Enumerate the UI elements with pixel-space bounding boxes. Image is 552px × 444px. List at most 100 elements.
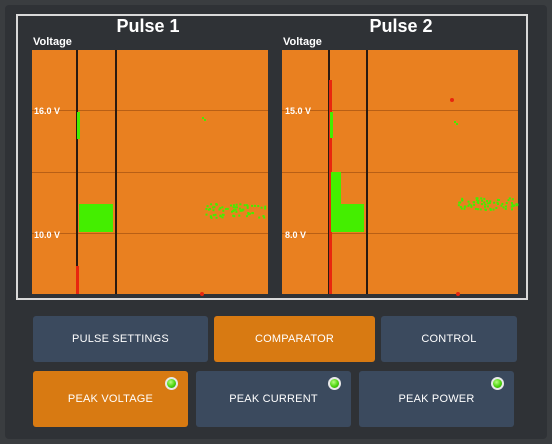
peak-current-button[interactable]: PEAK CURRENT <box>196 371 351 427</box>
pulse2-noise-dot <box>497 199 500 202</box>
pulse1-noise-dot <box>206 205 209 208</box>
peak-current-led-icon <box>328 377 341 390</box>
pulse2-trace-step <box>331 172 341 232</box>
pulse2-noise-dot <box>477 199 480 202</box>
pulse1-noise-dot <box>239 203 242 206</box>
pulse2-noise-dot <box>493 201 496 204</box>
pulse1-trace-block <box>79 204 113 232</box>
pulse2-gridline-lower <box>282 233 518 234</box>
pulse1-noise-dot <box>202 117 204 119</box>
pulse2-noise-dot <box>489 208 492 211</box>
pulse2-noise-dot <box>476 197 479 200</box>
pulse1-noise-dot <box>221 213 224 216</box>
pulse2-marker-dot-bottom <box>456 292 460 296</box>
peak-power-label: PEAK POWER <box>398 393 475 405</box>
pulse1-noise-dot <box>263 216 266 219</box>
pulse1-title: Pulse 1 <box>116 16 180 36</box>
pulse1-noise-dot <box>204 119 206 121</box>
pulse1-noise-dot <box>248 212 251 215</box>
pulse1-noise-dot <box>251 204 254 207</box>
pulse2-noise-dot <box>461 197 464 200</box>
pulse2-noise-dot <box>459 205 462 208</box>
pulse2-noise-dot <box>460 207 463 210</box>
pulse1-marker-dot <box>200 292 204 296</box>
tab-control[interactable]: CONTROL <box>381 316 517 362</box>
pulse1-noise-dot <box>232 204 235 207</box>
pulse1-noise-dot <box>232 214 235 217</box>
pulse1-noise-dot <box>205 208 208 211</box>
pulse1-noise-dot <box>235 206 238 209</box>
pulse1-noise-dot <box>258 216 261 219</box>
pulse1-noise-dot <box>205 213 208 216</box>
pulse2-noise-dot <box>508 197 511 200</box>
pulse2-gridline-mid <box>282 172 518 173</box>
pulse2-noise-dot <box>489 207 492 210</box>
pulse1-noise-dot <box>262 215 265 218</box>
pulse2-noise-dot <box>484 208 487 211</box>
pulse2-noise-dot <box>454 121 456 123</box>
pulse2-noise-dot <box>515 204 518 207</box>
pulse1-noise-dot <box>226 207 229 210</box>
peak-current-label: PEAK CURRENT <box>229 393 318 405</box>
pulse1-noise-dot <box>264 205 267 208</box>
pulse1-noise-dot <box>210 203 213 206</box>
peak-power-button[interactable]: PEAK POWER <box>359 371 514 427</box>
pulse1-noise-dot <box>230 204 233 207</box>
pulse2-noise-dot <box>473 201 476 204</box>
pulse1-noise-dot <box>246 205 249 208</box>
peak-voltage-led-icon <box>165 377 178 390</box>
pulse1-plot <box>32 50 268 294</box>
pulse1-trace-segment <box>77 112 80 139</box>
pulse2-marker-bar <box>329 80 332 294</box>
pulse2-noise-dot <box>510 208 513 211</box>
pulse1-cursor-left <box>76 50 78 294</box>
pulse2-noise-dot <box>511 203 514 206</box>
pulse2-noise-dot <box>505 201 508 204</box>
tab-pulse-settings[interactable]: PULSE SETTINGS <box>33 316 208 362</box>
pulse1-noise-dot <box>251 211 254 214</box>
pulse2-noise-dot <box>459 201 462 204</box>
pulse1-noise-dot <box>254 204 257 207</box>
pulse2-noise-dot <box>502 206 505 209</box>
pulse1-noise-dot <box>257 205 260 208</box>
pulse1-noise-dot <box>260 206 263 209</box>
pulse1-gridline-lower <box>32 233 268 234</box>
pulse2-noise-dot <box>488 202 491 205</box>
pulse1-noise-dot <box>221 206 224 209</box>
chart-panel <box>16 14 528 300</box>
pulse1-noise-dot <box>234 206 237 209</box>
tab-comparator[interactable]: COMPARATOR <box>214 316 375 362</box>
pulse1-cursor-right <box>115 50 117 294</box>
pulse2-noise-dot <box>461 199 464 202</box>
pulse2-trace-segment <box>330 112 333 138</box>
tab-comparator-label: COMPARATOR <box>254 333 334 345</box>
pulse2-noise-dot <box>467 200 470 203</box>
pulse1-noise-dot <box>235 210 238 213</box>
pulse2-noise-dot <box>467 204 470 207</box>
pulse1-gridline-mid <box>32 172 268 173</box>
pulse2-noise-dot <box>456 123 458 125</box>
pulse2-noise-dot <box>484 203 487 206</box>
pulse2-noise-dot <box>468 203 471 206</box>
pulse2-noise-dot <box>496 198 499 201</box>
pulse2-noise-dot <box>475 198 478 201</box>
pulse1-marker-bar <box>76 266 79 294</box>
pulse2-noise-dot <box>492 208 495 211</box>
pulse2-noise-dot <box>500 204 503 207</box>
pulse2-noise-dot <box>480 197 483 200</box>
pulse2-noise-dot <box>479 208 482 211</box>
pulse1-noise-dot <box>232 206 235 209</box>
pulse1-noise-dot <box>239 209 242 212</box>
pulse1-noise-dot <box>219 214 222 217</box>
pulse1-noise-dot <box>238 214 241 217</box>
tab-pulse-settings-label: PULSE SETTINGS <box>72 333 169 345</box>
pulse2-tick-lower: 8.0 V <box>285 230 307 240</box>
pulse1-noise-dot <box>214 213 217 216</box>
pulse1-noise-dot <box>235 203 238 206</box>
peak-voltage-button[interactable]: PEAK VOLTAGE <box>33 371 188 427</box>
pulse1-noise-dot <box>247 212 250 215</box>
pulse2-noise-dot <box>507 199 510 202</box>
pulse1-noise-dot <box>219 207 222 210</box>
pulse2-noise-dot <box>486 205 489 208</box>
